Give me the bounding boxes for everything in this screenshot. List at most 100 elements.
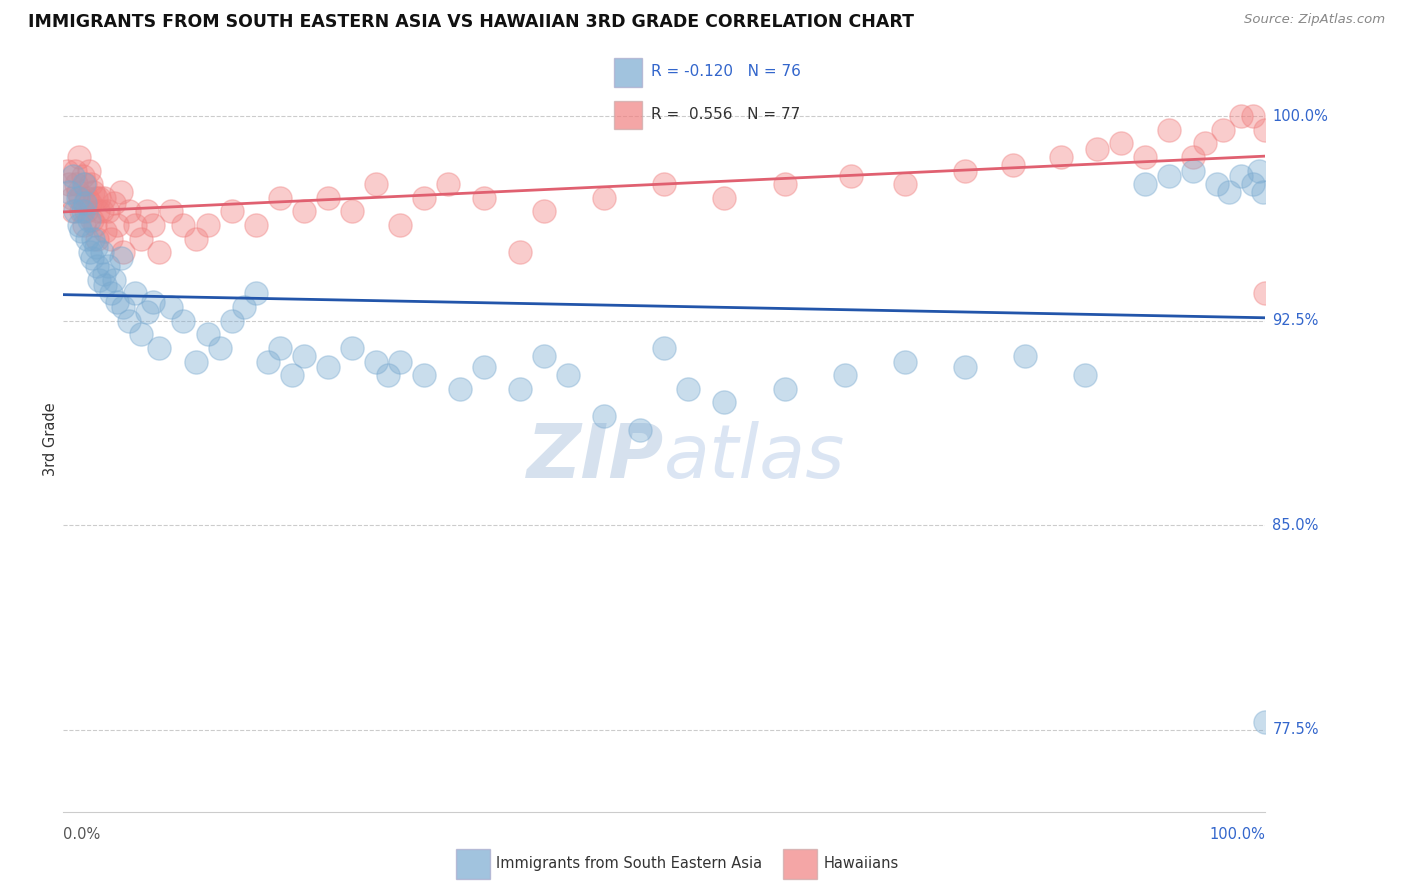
Point	[533, 349, 555, 363]
Point	[89, 191, 111, 205]
Point	[84, 191, 107, 205]
Point	[67, 218, 90, 232]
Point	[437, 178, 460, 192]
Point	[652, 341, 676, 355]
Point	[94, 224, 117, 238]
Point	[269, 191, 291, 205]
Point	[76, 232, 98, 246]
Point	[1135, 150, 1157, 164]
Text: 0.0%: 0.0%	[63, 827, 100, 841]
Point	[69, 191, 91, 205]
Point	[509, 245, 531, 260]
Text: Source: ZipAtlas.com: Source: ZipAtlas.com	[1244, 13, 1385, 27]
Point	[97, 259, 120, 273]
Point	[1159, 122, 1181, 136]
FancyBboxPatch shape	[783, 849, 817, 879]
Text: 85.0%: 85.0%	[1272, 517, 1319, 533]
Point	[73, 196, 96, 211]
Point	[713, 191, 735, 205]
Point	[77, 212, 100, 227]
Text: R = -0.120   N = 76: R = -0.120 N = 76	[651, 64, 801, 78]
Point	[97, 204, 120, 219]
Point	[66, 186, 89, 200]
Point	[773, 382, 796, 396]
Point	[953, 359, 976, 374]
Point	[148, 245, 170, 260]
Point	[90, 204, 112, 219]
Point	[1182, 150, 1205, 164]
Point	[1014, 349, 1036, 363]
Point	[75, 204, 97, 219]
Point	[1206, 178, 1229, 192]
Point	[472, 359, 495, 374]
Point	[62, 204, 84, 219]
Point	[1194, 136, 1216, 151]
Point	[112, 245, 135, 260]
Point	[82, 232, 104, 246]
Point	[73, 218, 96, 232]
Point	[834, 368, 856, 383]
Point	[377, 368, 399, 383]
Point	[713, 395, 735, 409]
Point	[593, 409, 616, 424]
Point	[773, 178, 796, 192]
Point	[93, 267, 115, 281]
Point	[245, 218, 267, 232]
Point	[76, 191, 98, 205]
Point	[58, 186, 80, 200]
Point	[118, 313, 141, 327]
Point	[87, 204, 110, 219]
Point	[292, 349, 315, 363]
Point	[1249, 163, 1271, 178]
Point	[103, 273, 125, 287]
Point	[1230, 169, 1253, 183]
Point	[1241, 178, 1264, 192]
Point	[256, 354, 278, 368]
Point	[1085, 142, 1108, 156]
Point	[1135, 178, 1157, 192]
Point	[340, 341, 363, 355]
Point	[73, 178, 96, 192]
Point	[77, 163, 100, 178]
Point	[628, 423, 651, 437]
Point	[58, 178, 80, 192]
Point	[124, 286, 146, 301]
Point	[142, 294, 165, 309]
Point	[118, 204, 141, 219]
Point	[72, 169, 94, 183]
Point	[62, 169, 84, 183]
Text: 100.0%: 100.0%	[1272, 109, 1329, 123]
Point	[131, 327, 153, 342]
Point	[148, 341, 170, 355]
Point	[1254, 122, 1277, 136]
Point	[70, 204, 93, 219]
Point	[364, 354, 387, 368]
Point	[221, 204, 243, 219]
Point	[70, 224, 93, 238]
Point	[67, 150, 90, 164]
Point	[1254, 714, 1277, 729]
Point	[93, 191, 115, 205]
Point	[388, 354, 411, 368]
Point	[678, 382, 700, 396]
Point	[364, 178, 387, 192]
Point	[72, 204, 94, 219]
Point	[100, 286, 122, 301]
Point	[112, 300, 135, 314]
Point	[73, 178, 96, 192]
Point	[65, 178, 87, 192]
Point	[89, 273, 111, 287]
Point	[79, 196, 101, 211]
Text: Hawaiians: Hawaiians	[824, 855, 898, 871]
Text: Immigrants from South Eastern Asia: Immigrants from South Eastern Asia	[496, 855, 762, 871]
Point	[1218, 186, 1240, 200]
Point	[340, 204, 363, 219]
Point	[184, 232, 207, 246]
Point	[60, 191, 83, 205]
Point	[593, 191, 616, 205]
Point	[232, 300, 254, 314]
Point	[652, 178, 676, 192]
FancyBboxPatch shape	[456, 849, 489, 879]
Point	[533, 204, 555, 219]
Point	[83, 218, 105, 232]
